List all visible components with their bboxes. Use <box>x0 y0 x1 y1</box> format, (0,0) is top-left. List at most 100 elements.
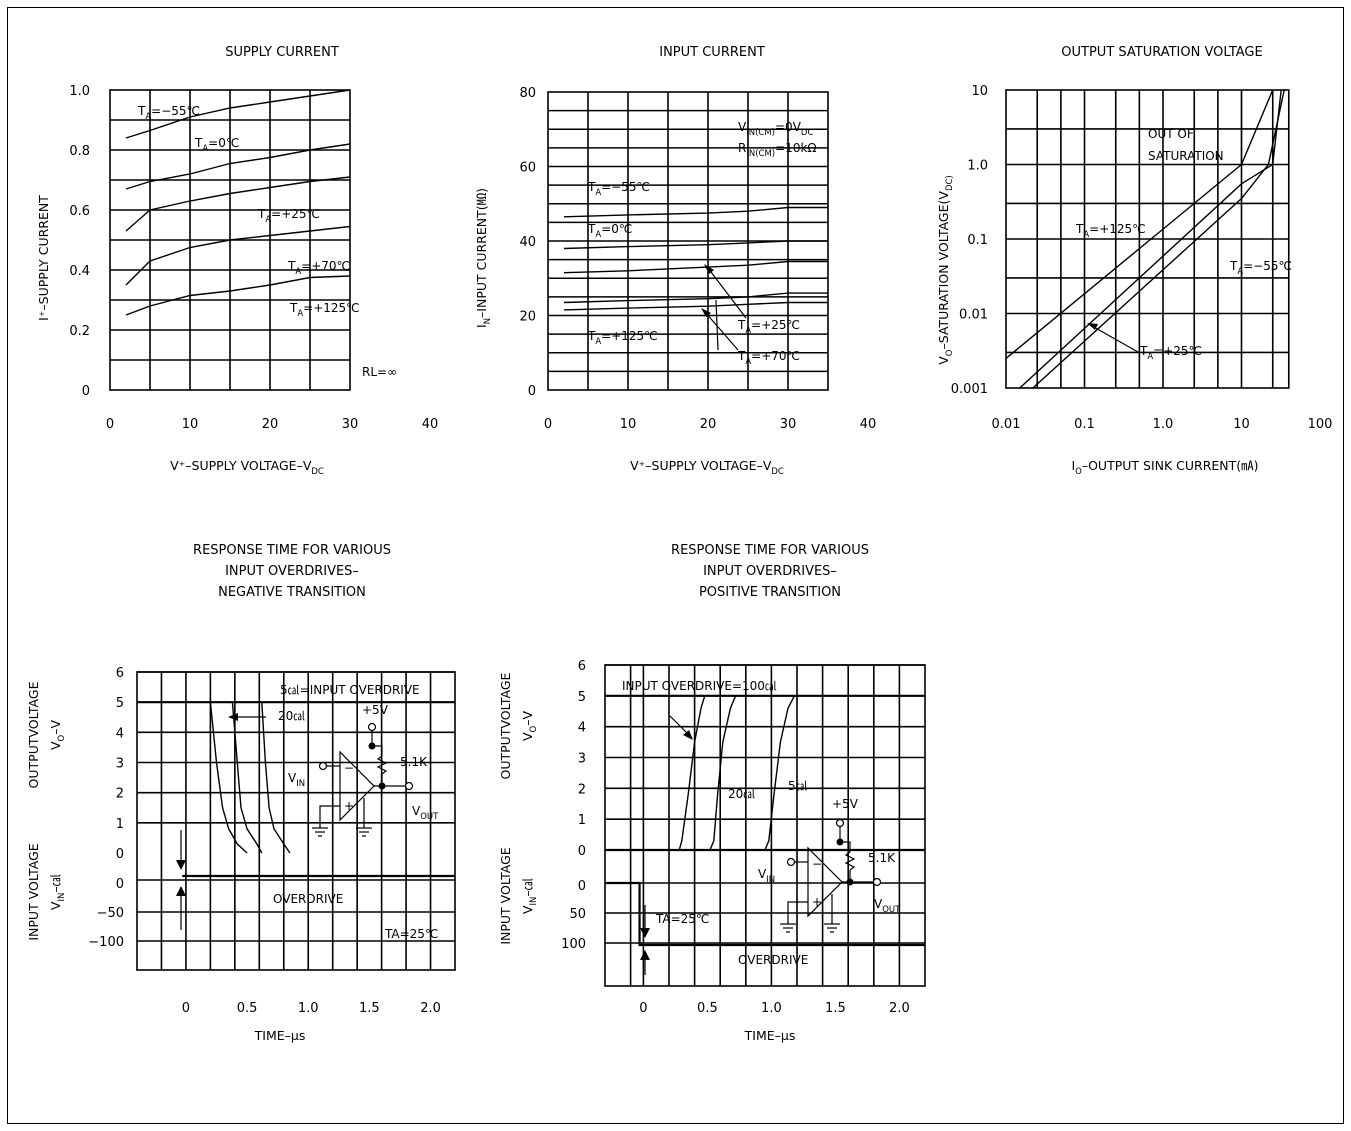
chart-title: INPUT CURRENT <box>659 45 765 60</box>
tick-label: 1.5 <box>359 1001 380 1016</box>
supply-label: +5V <box>362 703 389 717</box>
arrowhead <box>640 950 650 960</box>
series-label: TA=+25℃ <box>257 207 320 225</box>
arrowhead <box>701 308 711 317</box>
series-line <box>125 176 351 232</box>
tick-labels: 0 10 20 30 40 0 20 40 60 80 <box>519 86 876 432</box>
tick-label: 0 <box>182 1001 190 1016</box>
plot-grid <box>136 671 456 971</box>
y-axis-label: I⁺–SUPPLY CURRENT <box>36 195 51 321</box>
tick-label: 1 <box>116 817 124 832</box>
pointer-arrow <box>715 299 719 351</box>
series-line <box>125 143 351 190</box>
resistor-label: 5.1K <box>868 851 896 865</box>
tick-label: 2 <box>578 782 586 797</box>
tick-label: 0 <box>544 417 552 432</box>
y-axis-label-output: OUTPUTVOLTAGE <box>26 681 41 788</box>
y-axis-label-output-unit: VO–V <box>520 711 539 742</box>
series-line <box>125 89 351 139</box>
tick-label: −100 <box>88 935 124 950</box>
ground-wire <box>787 901 808 924</box>
y-axis-label: IN–INPUT CURRENT(㏁) <box>474 188 493 328</box>
tick-label: 0.4 <box>69 264 90 279</box>
output-terminal <box>404 781 414 791</box>
tick-label: 5 <box>116 696 124 711</box>
tick-label: 1.0 <box>761 1001 782 1016</box>
arrowhead <box>176 860 186 870</box>
tick-label: 2.0 <box>420 1001 441 1016</box>
tick-label: 3 <box>578 752 586 767</box>
tick-label: 0.6 <box>69 204 90 219</box>
tick-label: 0 <box>639 1001 647 1016</box>
tick-labels: 0 10 20 30 40 0 0.2 0.4 0.6 0.8 1.0 <box>69 84 438 432</box>
x-axis-label: TIME–μs <box>254 1028 306 1043</box>
series-line <box>1032 89 1285 389</box>
y-axis-label: VO–SATURATION VOLTAGE(VDC) <box>936 175 955 365</box>
output-terminal <box>872 877 882 887</box>
supply-terminal <box>367 722 377 732</box>
series-line <box>231 702 263 854</box>
chart-title: POSITIVE TRANSITION <box>699 585 841 600</box>
series-lines <box>125 89 351 316</box>
tick-label: 6 <box>578 659 586 674</box>
tick-label: 6 <box>116 666 124 681</box>
tick-label: 0.5 <box>697 1001 718 1016</box>
tick-label: 20 <box>262 417 279 432</box>
y-axis-label-output-unit: VO–V <box>48 720 67 751</box>
tick-label: 50 <box>569 907 586 922</box>
tick-label: 3 <box>116 757 124 772</box>
series-label: TA=+125℃ <box>1075 222 1146 240</box>
series-label: TA=+70℃ <box>287 259 350 277</box>
x-axis-label: V⁺–SUPPLY VOLTAGE–VDC <box>170 458 324 477</box>
tick-label: 1.0 <box>298 1001 319 1016</box>
x-axis-label: TIME–μs <box>744 1028 796 1043</box>
ground-wire <box>319 805 340 828</box>
overdrive-annotation: OVERDRIVE <box>738 953 808 967</box>
tick-label: 2.0 <box>889 1001 910 1016</box>
tick-label: 20 <box>519 310 536 325</box>
resistor-label: 5.1K <box>400 755 428 769</box>
tick-label: 0.2 <box>69 324 90 339</box>
plot-grid <box>604 664 926 987</box>
response-positive-chart: RESPONSE TIME FOR VARIOUS INPUT OVERDRIV… <box>498 543 926 1043</box>
chart-title: RESPONSE TIME FOR VARIOUS <box>671 543 869 558</box>
series-line <box>563 206 828 218</box>
tick-label: 100 <box>561 937 586 952</box>
tick-label: 0 <box>578 844 586 859</box>
supply-terminal <box>835 818 845 828</box>
tick-labels: 0 0.5 1.0 1.5 2.0 0 1 2 3 4 5 6 0 50 100 <box>561 659 910 1016</box>
tick-label: 0.01 <box>959 308 988 323</box>
tick-label: 0 <box>82 384 90 399</box>
tick-label: 1.0 <box>69 84 90 99</box>
series-line <box>678 695 706 851</box>
arrowhead <box>704 264 714 274</box>
region-label: SATURATION <box>1148 149 1224 163</box>
tick-label: 80 <box>519 86 536 101</box>
load-annotation: RL=∞ <box>362 365 397 379</box>
comparator-circuit: −+ <box>780 818 882 933</box>
tick-label: 0.5 <box>237 1001 258 1016</box>
chart-title: INPUT OVERDRIVES– <box>225 564 359 579</box>
chart-title: OUTPUT SATURATION VOLTAGE <box>1061 45 1262 60</box>
arrowhead <box>176 886 186 896</box>
tick-label: 4 <box>116 726 124 741</box>
supply-current-chart: SUPPLY CURRENT 0 10 20 30 40 0 0.2 0.4 0.6 0.8 1.0… <box>36 45 438 477</box>
overdrive-annotation: OVERDRIVE <box>273 892 343 906</box>
tick-label: 40 <box>519 235 536 250</box>
pointer-arrow <box>704 311 739 351</box>
comparator-symbol <box>339 750 375 822</box>
tick-label: 10 <box>971 84 988 99</box>
condition-annotation: VIN(CM)=0VDC <box>738 120 813 138</box>
series-line <box>563 301 828 311</box>
tick-label: 1 <box>578 813 586 828</box>
tick-labels: 0.01 0.1 1.0 10 100 0.001 0.01 0.1 1.0 10 <box>951 84 1333 432</box>
plot-grid <box>547 91 829 391</box>
vout-label: VOUT <box>874 897 901 915</box>
temperature-annotation: TA=25℃ <box>655 912 709 926</box>
tick-label: 0 <box>106 417 114 432</box>
series-line <box>709 695 737 851</box>
series-label: TA=+25℃ <box>737 318 800 336</box>
plot-frame <box>604 664 926 987</box>
x-axis-label: V⁺–SUPPLY VOLTAGE–VDC <box>630 458 784 477</box>
